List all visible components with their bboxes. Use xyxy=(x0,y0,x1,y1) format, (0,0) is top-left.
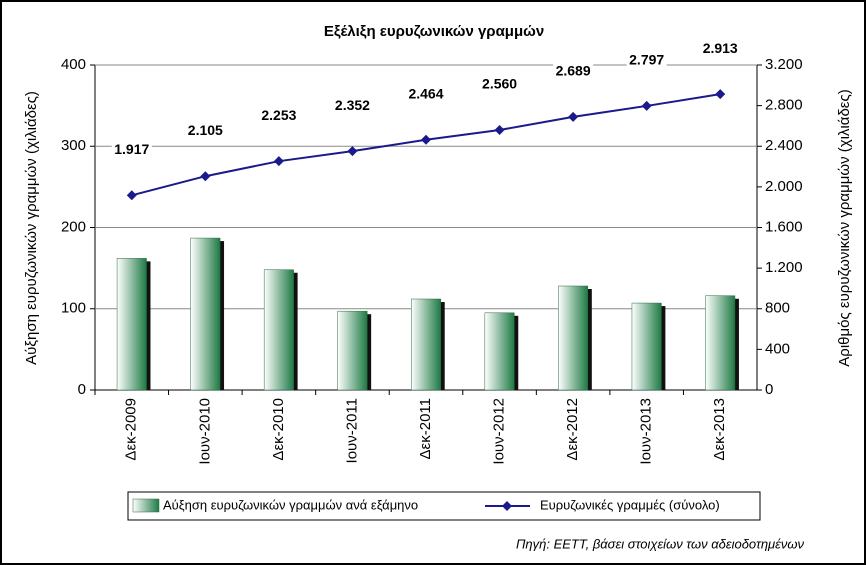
line-marker xyxy=(421,134,431,145)
line-marker xyxy=(641,100,652,111)
x-tick-label: Δεκ-2009 xyxy=(123,398,140,461)
bar xyxy=(190,237,221,391)
legend-box xyxy=(127,491,761,521)
line-marker xyxy=(494,125,505,135)
value-label: 2.560 xyxy=(482,76,517,92)
legend-label: Αύξηση ευρυζωνικών γραμμών ανά εξάμηνο xyxy=(163,497,418,512)
value-label-bg xyxy=(553,61,594,82)
line-marker xyxy=(347,146,358,157)
x-tick-label: Δεκ-2011 xyxy=(417,398,434,459)
line-marker xyxy=(273,156,284,167)
value-label-bg xyxy=(185,121,226,142)
bar xyxy=(558,285,589,391)
bar xyxy=(263,269,294,391)
value-label: 2.797 xyxy=(629,52,664,68)
y-tick-label: 400 xyxy=(61,56,86,73)
chart-title: Εξέλιξη ευρυζωνικών γραμμών xyxy=(324,23,544,40)
value-label: 1.917 xyxy=(114,141,149,157)
x-tick-label: Δεκ-2012 xyxy=(564,398,581,461)
value-label-bg xyxy=(626,50,667,71)
y2-tick-label: 400 xyxy=(765,340,790,357)
y2-tick-label: 2.400 xyxy=(765,137,803,154)
line-marker xyxy=(715,89,726,100)
value-label-bg xyxy=(258,106,299,127)
line-marker xyxy=(568,111,579,122)
legend-swatch xyxy=(132,498,160,513)
value-label-bg xyxy=(111,140,152,161)
bar xyxy=(484,312,515,391)
x-tick-label: Ιουν-2010 xyxy=(196,398,213,465)
y2-tick-label: 2.000 xyxy=(765,178,803,195)
y-tick-label: 100 xyxy=(61,300,86,317)
value-label-bg xyxy=(406,84,446,105)
bar xyxy=(116,258,147,391)
value-label: 2.105 xyxy=(188,122,223,138)
y2-tick-label: 1.600 xyxy=(765,218,803,235)
y2-tick-label: 800 xyxy=(765,300,790,317)
y2-axis-title: Αριθμός ευρυζωνικών γραμμών (χιλιάδες) xyxy=(836,89,853,366)
x-tick-label: Ιουν-2011 xyxy=(343,398,360,463)
value-label: 2.913 xyxy=(703,40,738,56)
bar xyxy=(705,295,736,391)
value-label: 2.253 xyxy=(261,107,296,123)
value-label-bg xyxy=(700,39,741,60)
x-tick-label: Δεκ-2010 xyxy=(270,398,287,461)
x-tick-label: Δεκ-2013 xyxy=(711,398,728,461)
value-label: 2.689 xyxy=(556,63,591,79)
value-label-bg xyxy=(479,75,520,95)
y-tick-label: 200 xyxy=(61,218,86,235)
line-marker xyxy=(200,171,211,182)
x-tick-label: Ιουν-2012 xyxy=(491,398,508,465)
y-axis-title: Αύξηση ευρυζωνικών γραμμών (χιλιάδες) xyxy=(23,91,40,365)
bar xyxy=(337,310,368,391)
source-note: Πηγή: ΕΕΤΤ, βάσει στοιχείων των αδειοδοτ… xyxy=(516,536,804,551)
y-tick-label: 300 xyxy=(61,137,86,154)
y2-tick-label: 2.800 xyxy=(765,97,803,114)
x-tick-label: Ιουν-2013 xyxy=(638,398,655,465)
value-label-bg xyxy=(332,96,373,117)
legend-marker xyxy=(502,501,512,511)
value-label: 2.352 xyxy=(335,97,370,113)
line-marker xyxy=(126,190,137,201)
bar xyxy=(411,298,441,391)
legend-label: Ευρυζωνικές γραμμές (σύνολο) xyxy=(540,497,720,512)
y2-tick-label: 3.200 xyxy=(765,56,803,73)
y-tick-label: 0 xyxy=(78,381,86,398)
bar xyxy=(631,302,662,391)
value-label: 2.464 xyxy=(408,85,443,101)
y2-tick-label: 1.200 xyxy=(765,259,803,276)
y2-tick-label: 0 xyxy=(765,381,773,398)
